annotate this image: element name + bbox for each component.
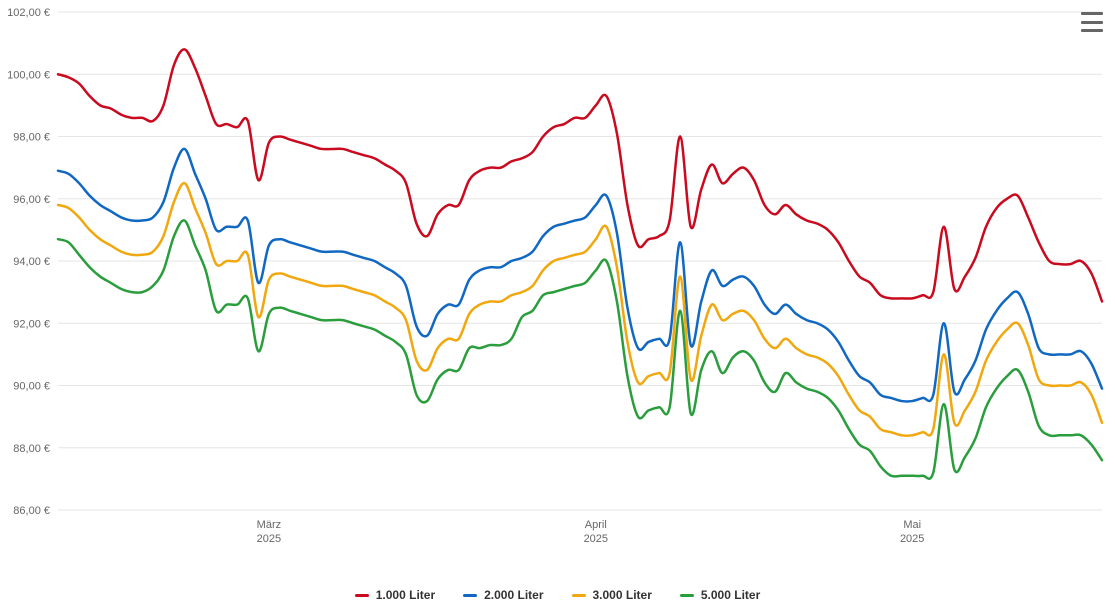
svg-text:92,00 €: 92,00 €	[13, 318, 50, 330]
svg-text:100,00 €: 100,00 €	[7, 69, 50, 81]
svg-text:88,00 €: 88,00 €	[13, 443, 50, 455]
legend-item-1000[interactable]: 1.000 Liter	[355, 588, 435, 602]
legend-swatch	[463, 594, 477, 597]
svg-text:102,00 €: 102,00 €	[7, 7, 50, 19]
svg-text:96,00 €: 96,00 €	[13, 194, 50, 206]
legend-swatch	[355, 594, 369, 597]
svg-text:90,00 €: 90,00 €	[13, 381, 50, 393]
legend-item-3000[interactable]: 3.000 Liter	[572, 588, 652, 602]
svg-text:2025: 2025	[257, 533, 281, 545]
svg-text:2025: 2025	[584, 533, 608, 545]
svg-text:98,00 €: 98,00 €	[13, 132, 50, 144]
svg-text:Mai: Mai	[903, 519, 921, 531]
svg-text:2025: 2025	[900, 533, 924, 545]
svg-text:94,00 €: 94,00 €	[13, 256, 50, 268]
legend-swatch	[572, 594, 586, 597]
chart-canvas: 86,00 € 88,00 € 90,00 € 92,00 € 94,00 € 96,00…	[0, 0, 1115, 608]
legend-label: 1.000 Liter	[376, 588, 435, 602]
chart-menu-button[interactable]	[1081, 10, 1103, 34]
legend: 1.000 Liter 2.000 Liter 3.000 Liter 5.00…	[0, 588, 1115, 602]
legend-item-2000[interactable]: 2.000 Liter	[463, 588, 543, 602]
legend-label: 3.000 Liter	[593, 588, 652, 602]
legend-label: 5.000 Liter	[701, 588, 760, 602]
price-chart: 86,00 € 88,00 € 90,00 € 92,00 € 94,00 € 96,00…	[0, 0, 1115, 608]
legend-swatch	[680, 594, 694, 597]
svg-text:86,00 €: 86,00 €	[13, 505, 50, 517]
legend-label: 2.000 Liter	[484, 588, 543, 602]
svg-text:April: April	[585, 519, 607, 531]
legend-item-5000[interactable]: 5.000 Liter	[680, 588, 760, 602]
svg-text:März: März	[257, 519, 281, 531]
